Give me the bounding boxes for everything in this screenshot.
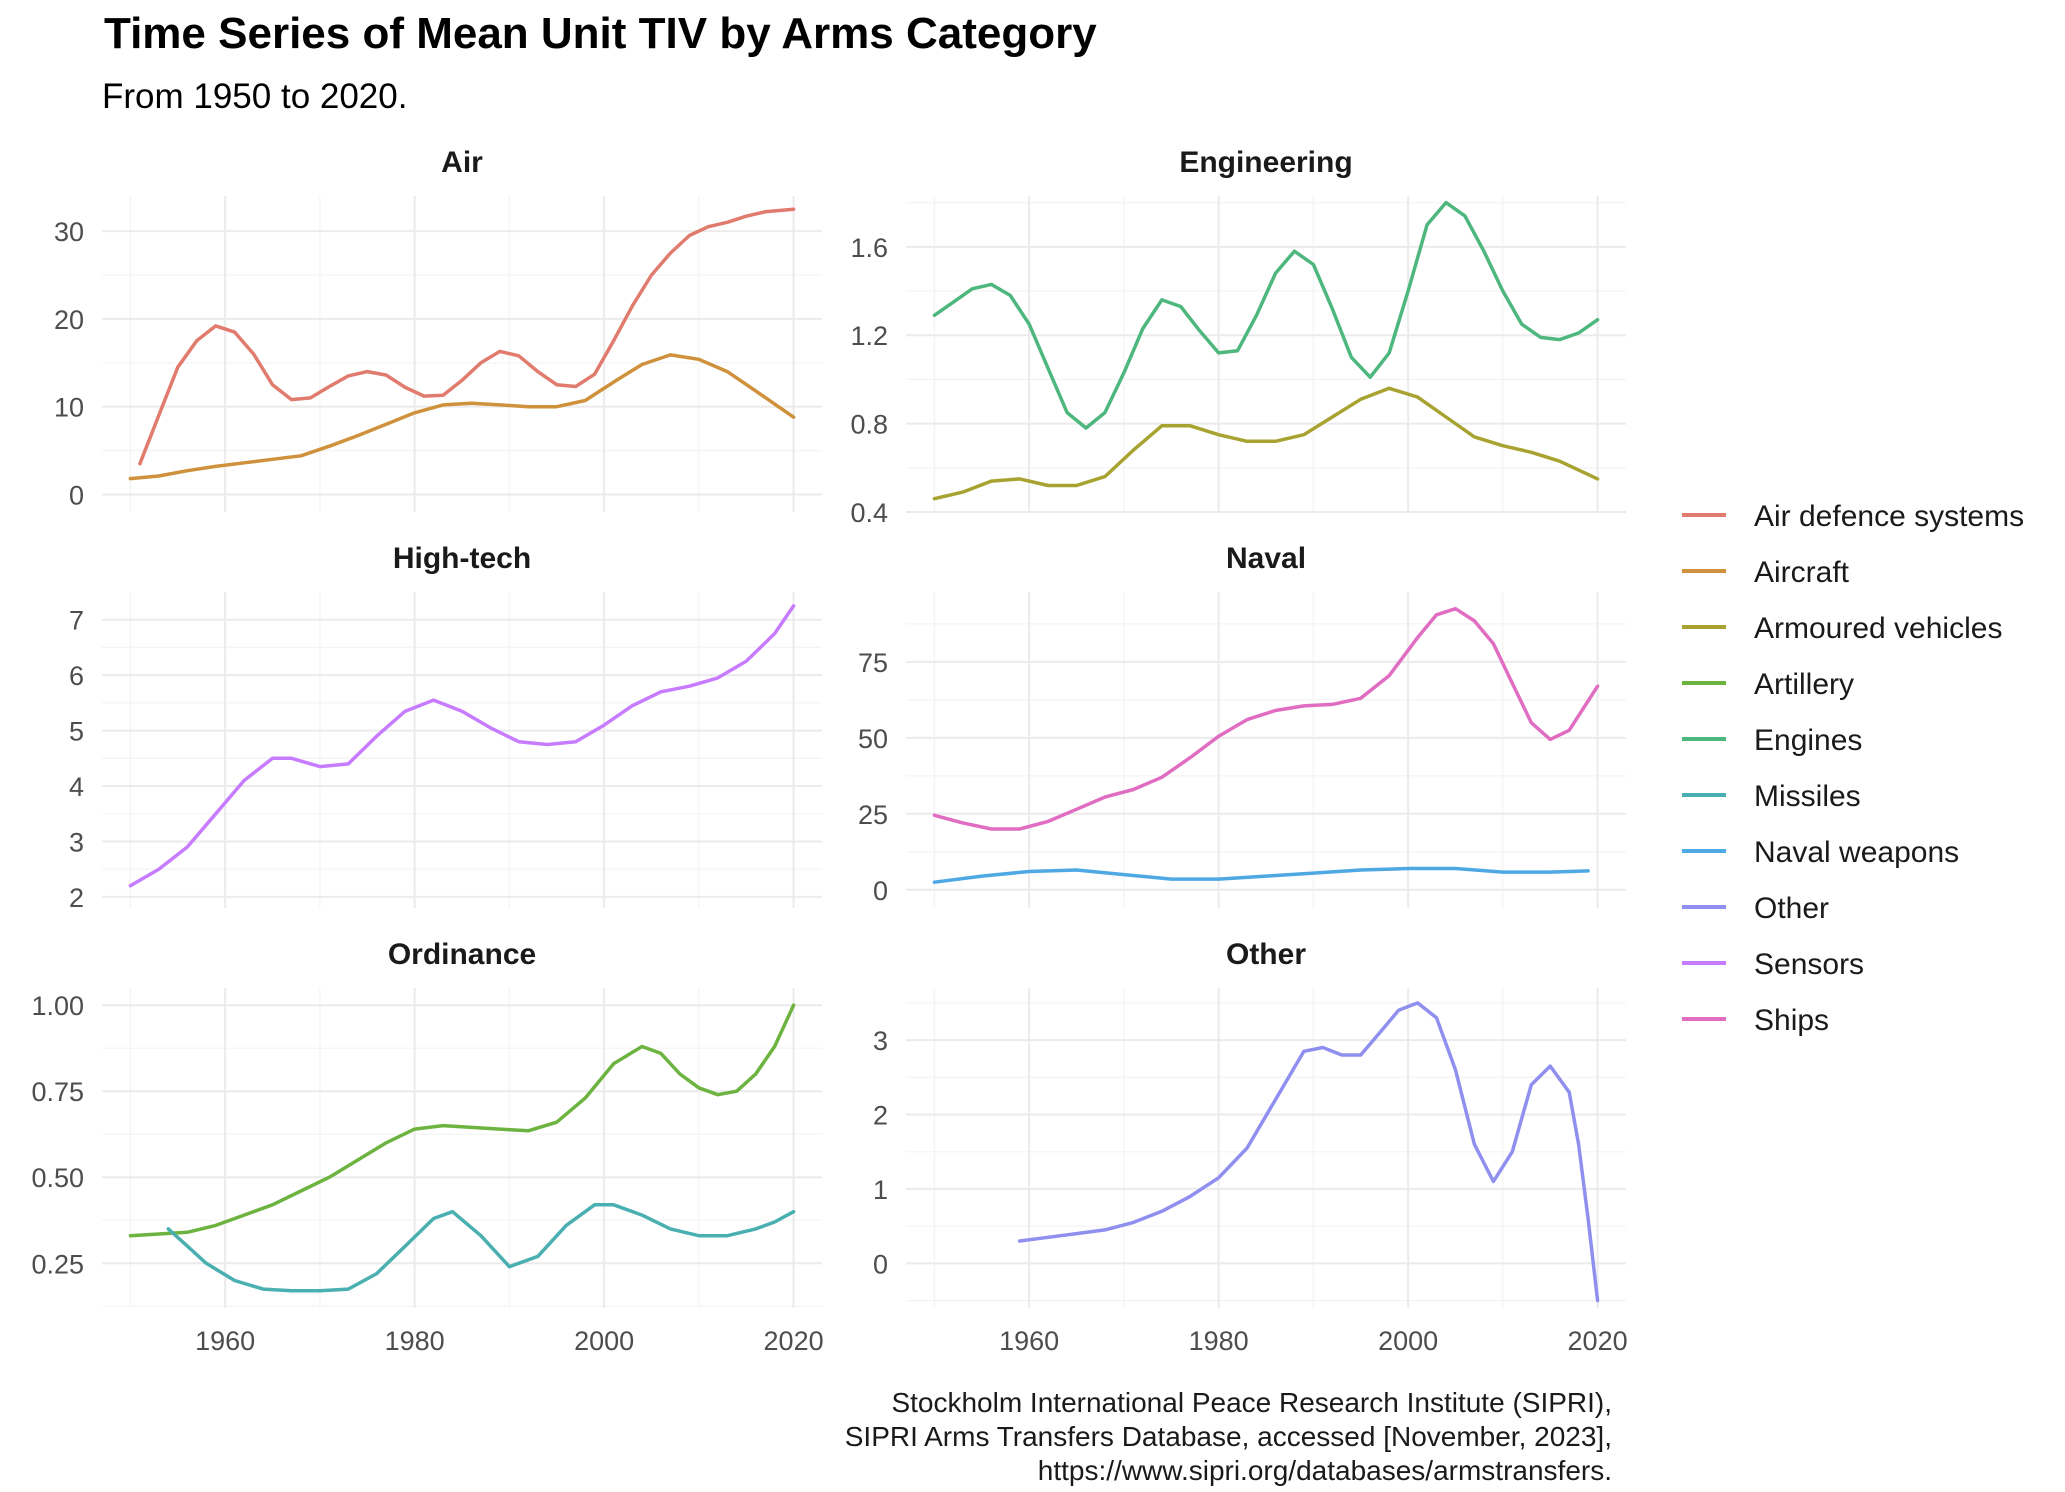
x-tick-label: 1980 [1189,1326,1249,1356]
series-line-air-defence-systems [138,207,796,466]
caption-line: SIPRI Arms Transfers Database, accessed … [845,1421,1612,1452]
facet-other: 0 1 2 3 Other [873,938,1626,1308]
facet-title: Engineering [1179,146,1352,179]
facet-title: Air [441,146,483,179]
legend-label: Missiles [1754,780,1861,813]
x-tick-label: 2020 [764,1326,824,1356]
legend-label: Artillery [1754,668,1854,701]
legend: Air defence systems Aircraft Armoured vehi… [1682,500,2024,1037]
y-tick-label: 0.25 [31,1249,84,1279]
series-line-armoured-vehicles [932,386,1600,501]
legend-item-engines: Engines [1682,724,1862,757]
y-tick-label: 6 [69,661,84,691]
series-line-sensors [128,604,796,888]
legend-label: Armoured vehicles [1754,612,2002,645]
legend-label: Engines [1754,724,1862,757]
chart-title: Time Series of Mean Unit TIV by Arms Cat… [104,9,1097,58]
facet-title: Ordinance [388,938,536,971]
caption-line: Stockholm International Peace Research I… [891,1387,1612,1418]
facet-title: Naval [1226,542,1306,575]
legend-item-artillery: Artillery [1682,668,1854,701]
y-tick-label: 0.4 [850,498,888,528]
y-tick-label: 3 [873,1026,888,1056]
y-tick-label: 4 [69,772,84,802]
y-tick-label: 5 [69,717,84,747]
facet-high-tech: 2 3 4 5 6 7 High-tech [69,542,822,913]
y-tick-label: 50 [858,724,888,754]
facet-title: High-tech [393,542,531,575]
legend-label: Other [1754,892,1829,925]
x-tick-label: 1980 [385,1326,445,1356]
y-tick-label: 0.50 [31,1163,84,1193]
legend-label: Air defence systems [1754,500,2024,533]
y-tick-label: 0 [873,876,888,906]
y-tick-label: 30 [54,217,84,247]
y-tick-label: 10 [54,393,84,423]
facet-engineering: 0.4 0.8 1.2 1.6 Engineering [850,146,1626,528]
legend-item-aircraft: Aircraft [1682,556,1850,589]
chart-subtitle: From 1950 to 2020. [102,77,407,116]
x-axes: 1960 1980 2000 2020 1960 1980 2000 2020 [195,1326,1627,1356]
series-line-naval-weapons [932,866,1590,884]
y-tick-label: 0.8 [850,410,888,440]
legend-item-ships: Ships [1682,1004,1829,1037]
legend-item-other: Other [1682,892,1829,925]
x-tick-label: 1960 [195,1326,255,1356]
x-tick-label: 2020 [1568,1326,1628,1356]
series-line-engines [932,200,1600,430]
caption-line: https://www.sipri.org/databases/armstran… [1038,1455,1612,1486]
y-tick-label: 25 [858,800,888,830]
y-tick-label: 75 [858,648,888,678]
facet-naval: 0 25 50 75 Naval [858,542,1626,908]
legend-item-naval-weapons: Naval weapons [1682,836,1959,869]
legend-label: Aircraft [1754,556,1850,589]
legend-label: Ships [1754,1004,1829,1037]
legend-item-armoured-vehicles: Armoured vehicles [1682,612,2002,645]
y-tick-label: 20 [54,305,84,335]
y-tick-label: 1.00 [31,991,84,1021]
facet-ordinance: 0.25 0.50 0.75 1.00 Ordinance [31,938,822,1308]
y-tick-label: 7 [69,606,84,636]
series-line-artillery [128,1003,796,1238]
y-tick-label: 3 [69,827,84,857]
facet-air: 0 10 20 30 Air [54,146,822,512]
legend-label: Sensors [1754,948,1864,981]
y-tick-label: 0.75 [31,1077,84,1107]
facet-panels: 0102030Air0.40.81.21.6Engineering234567H… [31,146,1626,1308]
y-tick-label: 1.2 [850,321,888,351]
y-tick-label: 0 [873,1249,888,1279]
series-line-ships [932,606,1600,831]
series-line-missiles [166,1203,796,1293]
legend-label: Naval weapons [1754,836,1959,869]
y-tick-label: 1 [873,1175,888,1205]
y-tick-label: 0 [69,480,84,510]
x-tick-label: 2000 [574,1326,634,1356]
legend-item-air-defence-systems: Air defence systems [1682,500,2024,533]
y-tick-label: 1.6 [850,233,888,263]
y-tick-label: 2 [873,1101,888,1131]
caption: Stockholm International Peace Research I… [845,1387,1612,1486]
y-tick-label: 2 [69,883,84,913]
facet-title: Other [1226,938,1306,971]
legend-item-missiles: Missiles [1682,780,1861,813]
series-line-other [1017,1001,1600,1303]
legend-item-sensors: Sensors [1682,948,1864,981]
x-tick-label: 1960 [999,1326,1059,1356]
series-line-aircraft [128,353,796,481]
x-tick-label: 2000 [1378,1326,1438,1356]
